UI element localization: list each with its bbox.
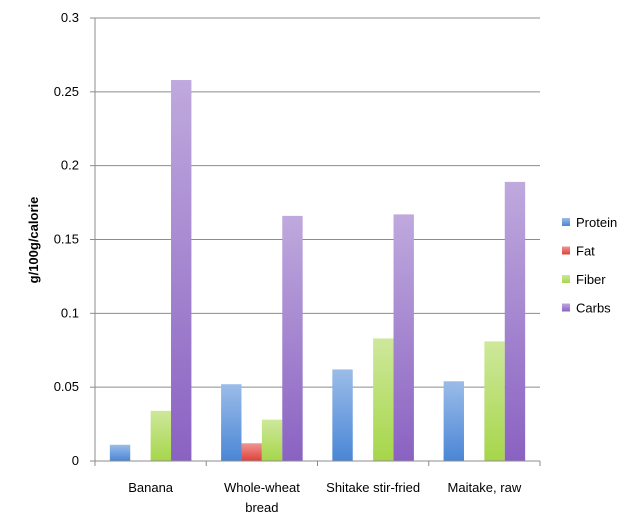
legend-swatch-protein <box>562 218 570 226</box>
bar-carbs-0 <box>171 80 192 462</box>
legend-swatch-carbs <box>562 303 570 312</box>
bar-protein-3 <box>443 381 464 461</box>
bar-fiber-1 <box>261 419 283 461</box>
y-axis-label: g/100g/calorie <box>26 197 41 284</box>
legend-label-fat: Fat <box>576 244 595 259</box>
legend-label-fiber: Fiber <box>576 272 606 287</box>
x-category-label: Whole-wheat <box>224 480 300 495</box>
bars <box>109 80 526 462</box>
x-category-label: Banana <box>128 480 174 495</box>
y-tick-label: 0 <box>72 453 79 468</box>
x-category-label: Shitake stir-fried <box>326 480 420 495</box>
axes: 0 0.05 0.1 0.15 0.2 0.25 0.3 Banana Whole-wheat b… <box>54 10 541 515</box>
legend-swatch-fiber <box>562 275 570 283</box>
bar-protein-0 <box>109 444 131 461</box>
y-tick-label: 0.05 <box>54 379 79 394</box>
bar-carbs-3 <box>504 181 526 461</box>
bar-carbs-2 <box>393 214 414 461</box>
y-tick-label: 0.15 <box>54 232 79 247</box>
legend-swatch-fat <box>562 246 570 255</box>
bar-fiber-3 <box>484 341 505 461</box>
legend-label-carbs: Carbs <box>576 301 611 316</box>
legend-label-protein: Protein <box>576 215 617 230</box>
bar-protein-2 <box>332 369 353 461</box>
bar-fiber-0 <box>150 410 172 461</box>
bar-protein-1 <box>221 384 242 461</box>
x-category-label: bread <box>245 500 278 515</box>
grid-lines <box>95 17 540 388</box>
x-category-label: Maitake, raw <box>448 480 522 495</box>
y-tick-label: 0.25 <box>54 84 79 99</box>
bar-fat-1 <box>241 443 262 461</box>
y-tick-label: 0.3 <box>61 10 79 25</box>
y-tick-label: 0.1 <box>61 305 79 320</box>
bar-fiber-2 <box>373 338 394 461</box>
y-tick-label: 0.2 <box>61 158 79 173</box>
bar-carbs-1 <box>282 215 303 461</box>
legend: Protein Fat Fiber Carbs <box>562 215 617 316</box>
